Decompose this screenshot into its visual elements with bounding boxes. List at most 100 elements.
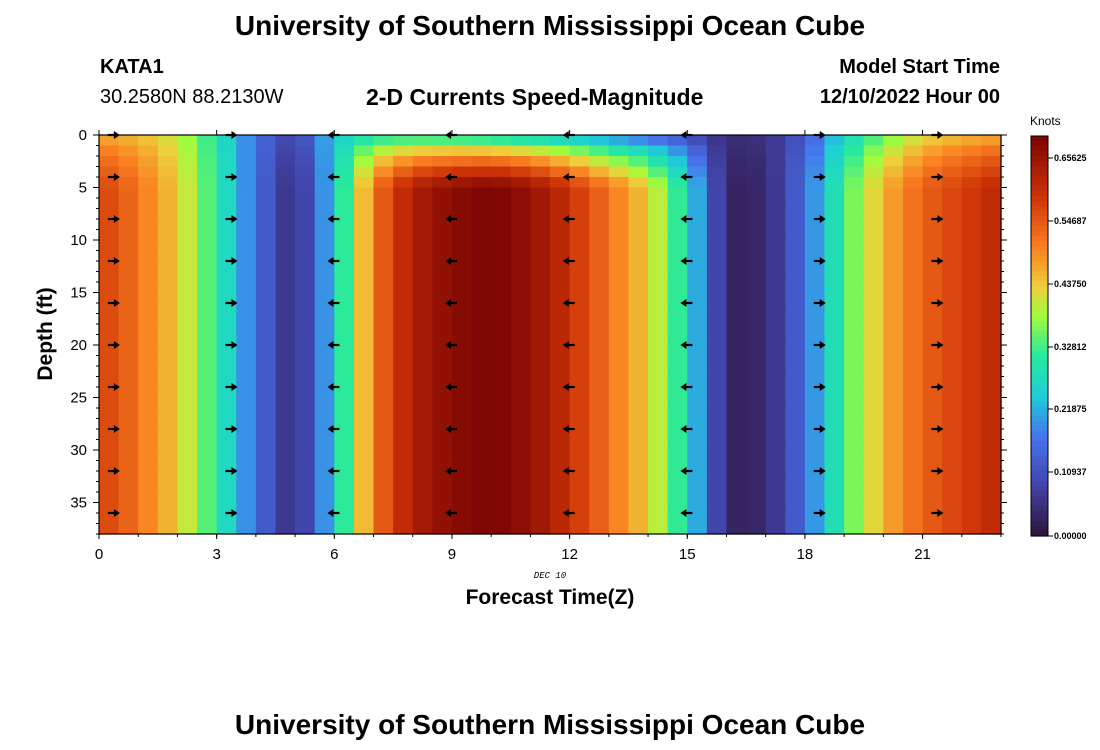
heatmap-cell	[118, 376, 139, 388]
heatmap-cell	[589, 471, 610, 483]
heatmap-cell	[236, 387, 257, 399]
heatmap-cell	[550, 229, 571, 241]
heatmap-cell	[765, 156, 786, 168]
heatmap-cell	[824, 366, 845, 378]
heatmap-cell	[824, 345, 845, 357]
colorbar-segment	[1031, 281, 1048, 287]
heatmap-cell	[118, 429, 139, 441]
heatmap-cell	[883, 355, 904, 367]
heatmap-cell	[863, 177, 884, 189]
heatmap-cell	[922, 492, 943, 504]
heatmap-cell	[550, 271, 571, 283]
heatmap-cell	[157, 513, 179, 525]
heatmap-cell	[412, 313, 433, 325]
heatmap-cell	[393, 355, 414, 367]
heatmap-cell	[353, 481, 375, 493]
current-arrow	[225, 425, 238, 433]
heatmap-cell	[353, 502, 375, 514]
heatmap-cell	[510, 492, 531, 504]
heatmap-cell	[334, 481, 355, 493]
colorbar-segment	[1031, 401, 1048, 407]
arrow-head	[819, 215, 826, 223]
heatmap-cell	[295, 324, 316, 336]
heatmap-cell	[981, 513, 1002, 525]
heatmap-cell	[863, 387, 884, 399]
heatmap-cell	[922, 229, 943, 241]
heatmap-cell	[746, 271, 767, 283]
heatmap-cell	[844, 156, 865, 168]
current-arrow	[445, 173, 458, 181]
heatmap-cell	[824, 292, 845, 304]
heatmap-cell	[589, 429, 610, 441]
heatmap-cell	[236, 355, 257, 367]
heatmap-cell	[746, 135, 767, 147]
heatmap-cell	[334, 271, 355, 283]
heatmap-cell	[628, 187, 649, 199]
heatmap-cell	[804, 439, 826, 451]
heatmap-cell	[608, 156, 630, 168]
heatmap-cell	[981, 303, 1002, 315]
heatmap-cell	[844, 408, 865, 420]
heatmap-cell	[275, 439, 296, 451]
heatmap-cell	[353, 345, 375, 357]
heatmap-cell	[589, 135, 610, 147]
colorbar-segment	[1031, 411, 1048, 417]
heatmap-cell	[334, 282, 355, 294]
heatmap-cell	[353, 240, 375, 252]
heatmap-cell	[275, 334, 296, 346]
heatmap-cell	[804, 198, 826, 210]
heatmap-cell	[589, 492, 610, 504]
heatmap-cell	[275, 198, 296, 210]
heatmap-cell	[824, 492, 845, 504]
heatmap-cell	[177, 198, 198, 210]
heatmap-cell	[706, 345, 728, 357]
heatmap-cell	[373, 397, 394, 409]
current-arrow	[225, 383, 238, 391]
current-arrow	[931, 173, 944, 181]
heatmap-cell	[863, 198, 884, 210]
heatmap-cell	[373, 376, 394, 388]
heatmap-cell	[197, 250, 218, 262]
heatmap-cell	[667, 502, 688, 514]
heatmap-cell	[942, 439, 963, 451]
heatmap-cell	[863, 481, 884, 493]
heatmap-cell	[314, 282, 335, 294]
heatmap-cell	[138, 261, 159, 273]
heatmap-cell	[216, 450, 237, 462]
current-arrow	[813, 509, 826, 517]
heatmap-cell	[451, 471, 473, 483]
heatmap-cell	[491, 481, 512, 493]
heatmap-cell	[412, 418, 433, 430]
heatmap-cell	[608, 166, 630, 178]
heatmap-cell	[608, 198, 630, 210]
heatmap-cell	[530, 219, 551, 231]
heatmap-cell	[922, 313, 943, 325]
heatmap-cell	[550, 198, 571, 210]
heatmap-cell	[844, 177, 865, 189]
heatmap-cell	[667, 397, 688, 409]
heatmap-cell	[255, 166, 277, 178]
heatmap-cell	[706, 408, 728, 420]
heatmap-cell	[981, 429, 1002, 441]
heatmap-cell	[550, 513, 571, 525]
heatmap-cell	[628, 240, 649, 252]
heatmap-cell	[628, 292, 649, 304]
heatmap-cell	[550, 471, 571, 483]
heatmap-cell	[393, 492, 414, 504]
heatmap-cell	[412, 208, 433, 220]
colorbar-segment	[1031, 491, 1048, 497]
heatmap-cell	[157, 240, 179, 252]
heatmap-cell	[157, 397, 179, 409]
heatmap-cell	[138, 166, 159, 178]
heatmap-cell	[648, 261, 669, 273]
heatmap-cell	[99, 156, 120, 168]
heatmap-cell	[393, 198, 414, 210]
heatmap-cell	[510, 355, 531, 367]
heatmap-cell	[491, 219, 512, 231]
heatmap-cell	[706, 145, 728, 157]
heatmap-cell	[863, 250, 884, 262]
heatmap-cell	[726, 450, 747, 462]
heatmap-cell	[883, 135, 904, 147]
heatmap-cell	[765, 229, 786, 241]
heatmap-cell	[550, 397, 571, 409]
